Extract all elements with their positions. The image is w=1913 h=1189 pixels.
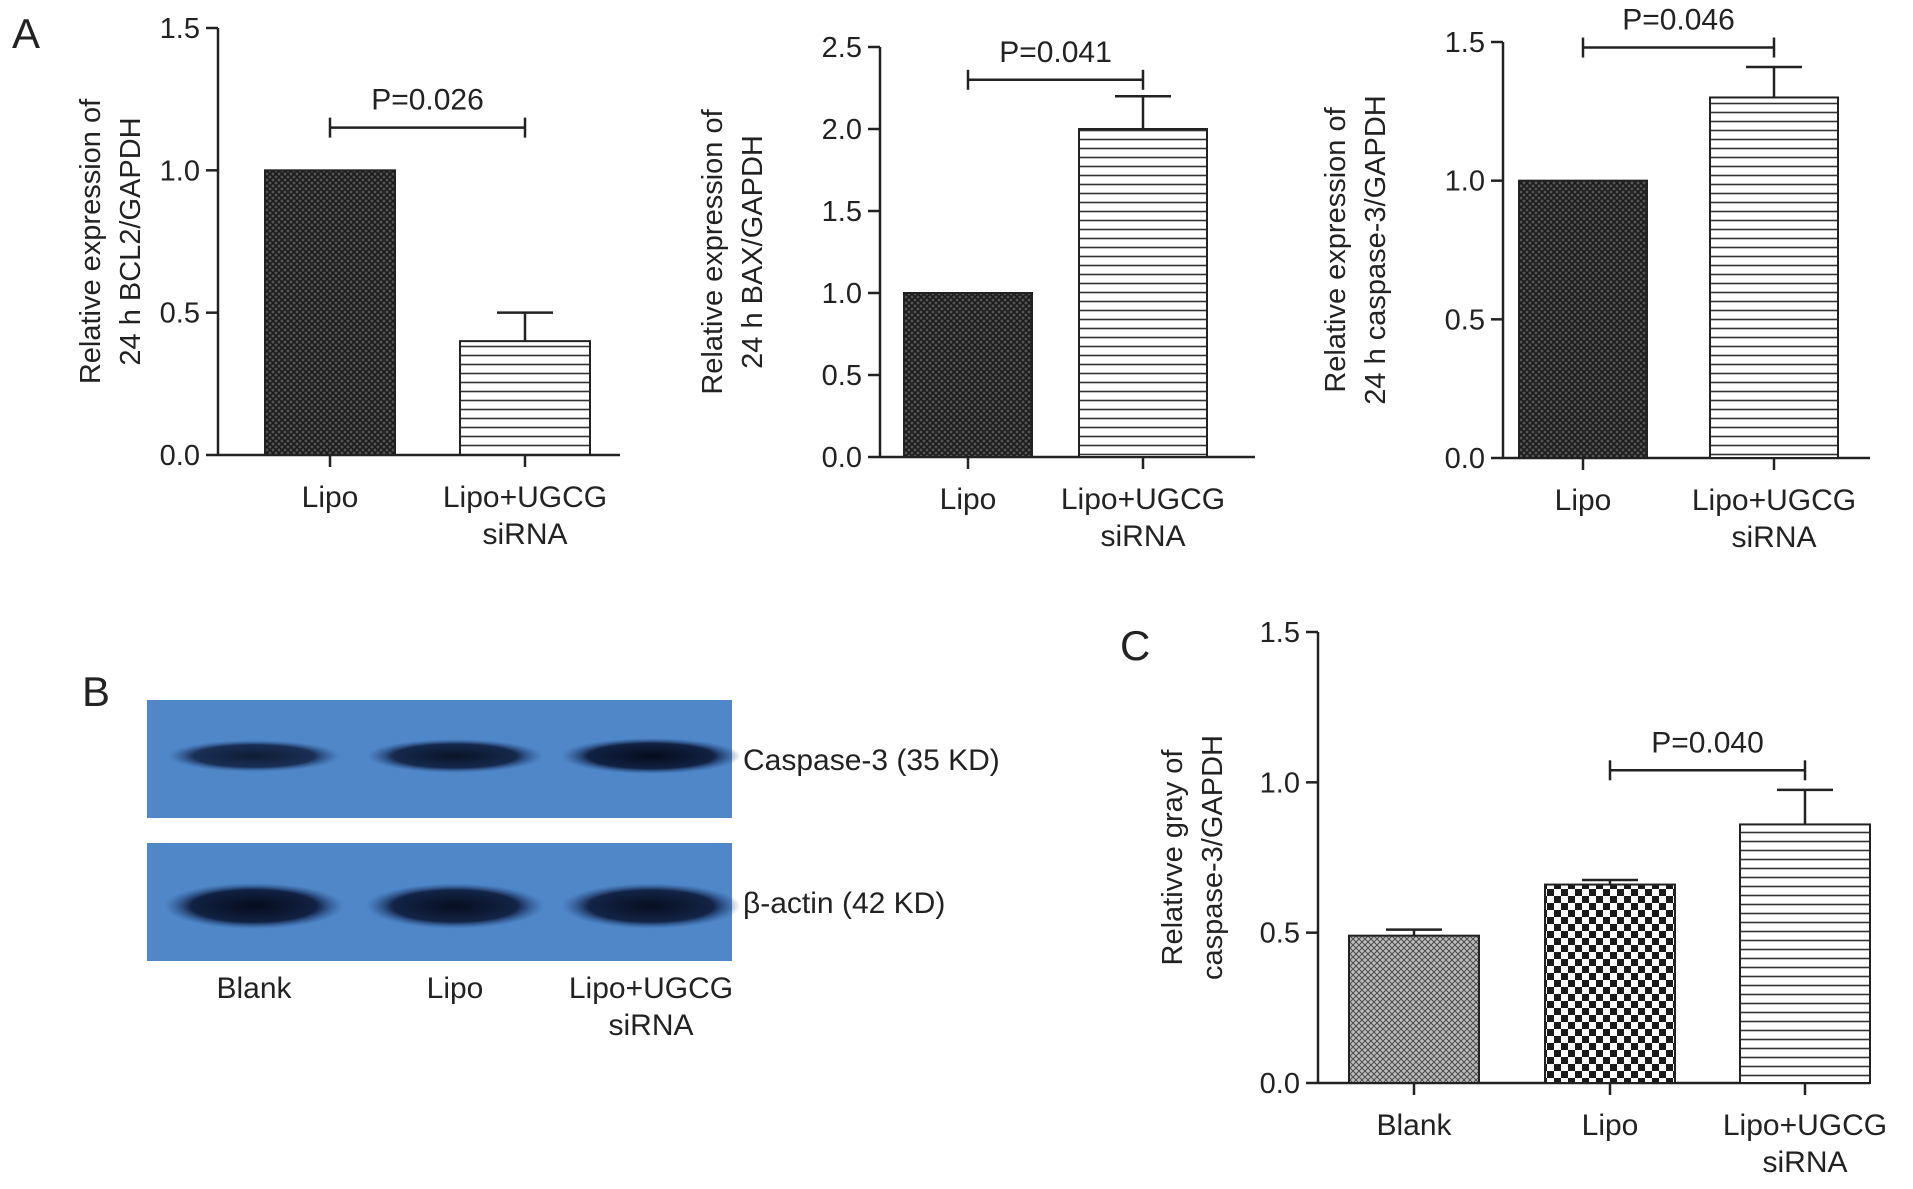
blot-lane-label: Blank [216, 972, 292, 1005]
y-axis-label: 24 h BCL2/GAPDH [115, 117, 147, 365]
blot-lane-label: siRNA [608, 1009, 693, 1042]
p-value-label: P=0.040 [1651, 726, 1764, 759]
x-tick-label: siRNA [482, 518, 567, 551]
bar [1544, 883, 1676, 1084]
y-tick-label: 1.0 [1445, 166, 1485, 198]
y-tick-label: 0.0 [160, 440, 200, 472]
y-axis-label: caspase-3/GAPDH [1197, 735, 1229, 980]
y-axis-label: Relative expression of [75, 98, 107, 384]
y-tick-label: 0.5 [1445, 304, 1485, 336]
y-tick-label: 1.0 [1260, 767, 1300, 799]
panel-letter-c: C [1120, 622, 1150, 669]
bar [1348, 934, 1480, 1084]
western-blot: Caspase-3 (35 KD) β-actin (42 KD) Blank Lip… [147, 700, 1000, 1042]
bar [264, 169, 396, 456]
blot-band [561, 883, 741, 929]
x-tick-label: Lipo [940, 483, 997, 516]
blot-band [167, 740, 341, 772]
chart-bcl2: 0.0 0.5 1.0 1.5 Relative expression of 24 h B… [75, 13, 620, 551]
x-tick-label: siRNA [1762, 1146, 1847, 1179]
y-tick-label: 2.5 [822, 32, 862, 64]
blot-band [561, 738, 741, 774]
blot-lane-label: Lipo+UGCG [569, 972, 733, 1005]
p-value-label: P=0.046 [1622, 4, 1735, 37]
y-tick-label: 0.0 [1445, 443, 1485, 475]
chart-caspase3-gray: 0.0 0.5 1.0 1.5 Relativve gray of caspase-3/G… [1157, 617, 1887, 1179]
y-axis-label: Relative expression of [1320, 106, 1352, 392]
x-tick-label: siRNA [1731, 521, 1816, 554]
x-tick-label: Lipo [1582, 1109, 1639, 1142]
y-axis-label: Relative expression of [697, 108, 729, 394]
y-tick-label: 1.0 [822, 278, 862, 310]
blot-row-label: Caspase-3 (35 KD) [743, 744, 1000, 777]
y-tick-label: 0.5 [822, 360, 862, 392]
x-tick-label: siRNA [1100, 520, 1185, 553]
x-tick-label: Lipo+UGCG [1061, 483, 1225, 516]
blot-lane-label: Lipo [427, 972, 484, 1005]
y-tick-label: 0.0 [822, 442, 862, 474]
y-tick-label: 1.5 [160, 13, 200, 45]
y-tick-label: 0.0 [1260, 1068, 1300, 1100]
x-tick-label: Lipo+UGCG [443, 481, 607, 514]
x-tick-label: Lipo [302, 481, 359, 514]
y-axis-label: 24 h BAX/GAPDH [737, 135, 769, 369]
x-tick-label: Lipo+UGCG [1723, 1109, 1887, 1142]
panel-letter-b: B [82, 668, 110, 715]
blot-band [366, 739, 544, 773]
p-value-label: P=0.041 [999, 36, 1112, 69]
y-tick-label: 2.0 [822, 114, 862, 146]
y-tick-label: 1.0 [160, 155, 200, 187]
y-tick-label: 1.5 [1445, 27, 1485, 59]
bar [1739, 823, 1871, 1085]
chart-bax: 0.0 0.5 1.0 1.5 2.0 2.5 Relative expression of… [697, 32, 1255, 553]
p-value-label: P=0.026 [371, 84, 484, 117]
blot-band [365, 883, 545, 929]
bar [1078, 128, 1208, 458]
blot-row-label: β-actin (42 KD) [743, 887, 945, 920]
y-axis-label: 24 h caspase-3/GAPDH [1360, 95, 1392, 404]
bar [1518, 179, 1648, 460]
y-tick-label: 0.5 [160, 298, 200, 330]
bar [903, 292, 1033, 458]
y-axis-label: Relativve gray of [1157, 749, 1189, 966]
panel-letter-a: A [12, 10, 40, 57]
bar [459, 340, 591, 456]
x-tick-label: Lipo+UGCG [1692, 484, 1856, 517]
chart-caspase3-mrna: 0.0 0.5 1.0 1.5 Relative expression of 24 h c… [1320, 4, 1870, 554]
y-tick-label: 0.5 [1260, 918, 1300, 950]
x-tick-label: Lipo [1555, 484, 1612, 517]
y-tick-label: 1.5 [822, 196, 862, 228]
blot-band [164, 883, 344, 929]
y-tick-label: 1.5 [1260, 617, 1300, 649]
bar [1709, 96, 1839, 459]
x-tick-label: Blank [1376, 1109, 1452, 1142]
